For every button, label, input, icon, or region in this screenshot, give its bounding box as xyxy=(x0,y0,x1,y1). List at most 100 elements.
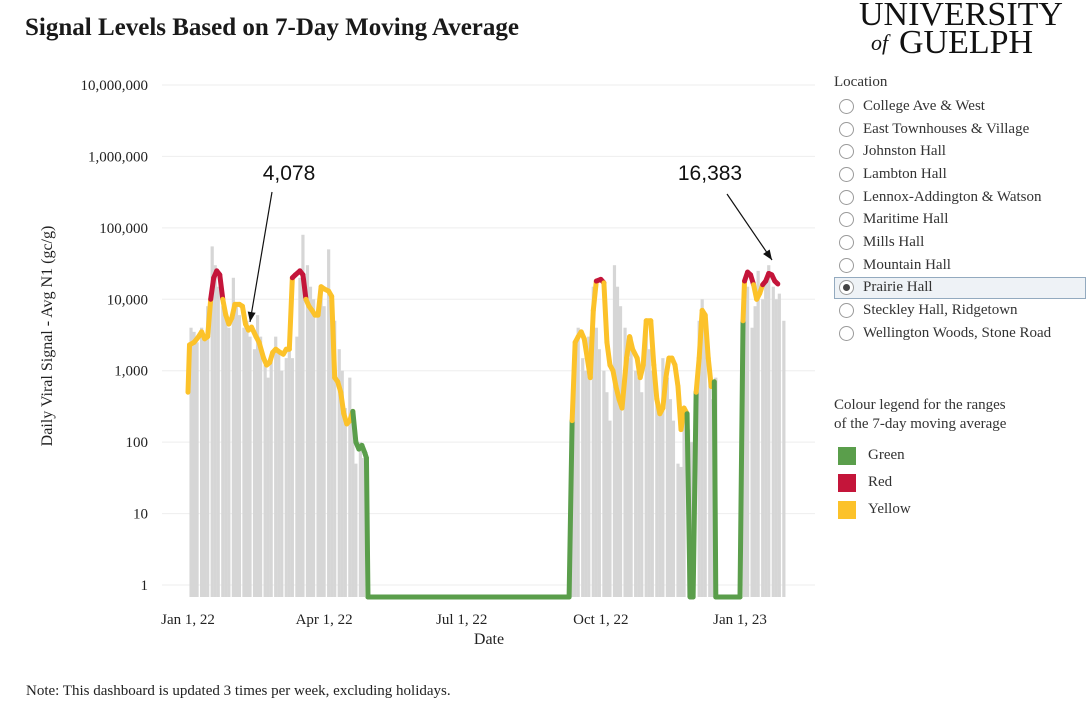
location-option[interactable]: Maritime Hall xyxy=(834,208,1086,231)
radio-unchecked-icon[interactable] xyxy=(839,166,854,182)
daily-signal-bar xyxy=(615,286,620,597)
annotations: 4,078 16,383 xyxy=(247,162,773,323)
daily-signal-bar xyxy=(777,293,781,597)
legend-item: Green xyxy=(834,442,1086,469)
signal-chart: 10,000,000 1,000,000 100,000 10,000 1,000 100… xyxy=(39,78,815,648)
y-tick-label: 10 xyxy=(133,507,148,523)
footer-note: Note: This dashboard is updated 3 times … xyxy=(26,683,451,699)
radio-unchecked-icon[interactable] xyxy=(839,234,854,250)
radio-checked-icon[interactable] xyxy=(839,280,854,296)
logo-guelph-text: GUELPH xyxy=(899,24,1034,61)
radio-unchecked-icon[interactable] xyxy=(839,98,854,114)
moving-average-segment xyxy=(672,362,681,390)
moving-average-segment xyxy=(239,303,248,327)
moving-average-segment xyxy=(220,296,229,318)
logo-of-text: of xyxy=(871,30,889,55)
daily-signal-bar xyxy=(581,358,585,597)
annotation-arrow-line xyxy=(249,191,273,323)
moving-average-segment xyxy=(660,375,669,411)
legend-title: Colour legend for the ranges of the 7-da… xyxy=(834,396,1086,434)
location-filter: Location College Ave & West East Townhous… xyxy=(834,74,1086,345)
radio-unchecked-icon[interactable] xyxy=(839,257,854,273)
daily-signal-bar xyxy=(224,315,228,597)
daily-signal-bar xyxy=(679,466,683,597)
location-option[interactable]: Mountain Hall xyxy=(834,254,1086,277)
location-option-label: East Townhouses & Village xyxy=(863,120,1030,137)
daily-signal-bar xyxy=(573,349,577,597)
location-option[interactable]: College Ave & West xyxy=(834,95,1086,118)
moving-average-series xyxy=(185,268,781,600)
daily-signal-bar xyxy=(231,277,235,597)
daily-signal-bar xyxy=(676,463,680,597)
daily-signal-bar xyxy=(665,377,670,597)
location-option[interactable]: Mills Hall xyxy=(834,231,1086,254)
location-option[interactable]: Prairie Hall xyxy=(834,276,1086,300)
moving-average-segment xyxy=(648,318,657,368)
radio-unchecked-icon[interactable] xyxy=(839,121,854,137)
daily-signal-bar xyxy=(227,327,231,597)
location-option-label: Steckley Hall, Ridgetown xyxy=(863,302,1018,319)
daily-signal-bar xyxy=(602,370,606,597)
moving-average-segment xyxy=(610,368,619,390)
daily-signal-bars xyxy=(189,234,786,598)
daily-signal-bar xyxy=(605,392,609,597)
moving-average-segment xyxy=(185,342,193,395)
y-tick-label: 1 xyxy=(141,578,149,594)
daily-signal-bar xyxy=(213,265,217,597)
daily-signal-bar xyxy=(330,306,334,597)
moving-average-segment xyxy=(587,307,596,381)
daily-signal-bar xyxy=(298,277,302,597)
x-axis-label: Date xyxy=(474,631,504,648)
location-option[interactable]: Lambton Hall xyxy=(834,163,1086,186)
daily-signal-bar xyxy=(361,457,366,597)
location-option[interactable]: Wellington Woods, Stone Road xyxy=(834,322,1086,345)
daily-signal-bar xyxy=(248,336,252,597)
location-option[interactable]: Steckley Hall, Ridgetown xyxy=(834,299,1086,322)
x-tick-label: Jul 1, 22 xyxy=(436,612,487,628)
y-axis-label: Daily Viral Signal - Avg N1 (gc/g) xyxy=(39,226,56,447)
moving-average-segment xyxy=(350,408,359,445)
daily-signal-bar xyxy=(661,358,665,597)
annotation-arrowhead-icon xyxy=(763,249,772,260)
location-option[interactable]: East Townhouses & Village xyxy=(834,118,1086,141)
daily-signal-bar xyxy=(287,342,291,597)
daily-signal-bar xyxy=(216,286,220,597)
x-axis-ticks: Jan 1, 22 Apr 1, 22 Jul 1, 22 Oct 1, 22 Jan … xyxy=(161,612,767,628)
y-axis-ticks: 10,000,000 1,000,000 100,000 10,000 1,000 100… xyxy=(81,78,149,594)
colour-legend: Colour legend for the ranges of the 7-da… xyxy=(834,396,1086,523)
moving-average-segment xyxy=(208,275,217,302)
daily-signal-bar xyxy=(774,299,778,597)
daily-signal-bar xyxy=(263,365,267,597)
daily-signal-bar xyxy=(594,327,598,597)
radio-unchecked-icon[interactable] xyxy=(839,325,854,341)
daily-signal-bar xyxy=(655,399,659,597)
legend-swatch xyxy=(838,473,856,492)
location-option[interactable]: Lennox-Addington & Watson xyxy=(834,186,1086,209)
daily-signal-bar xyxy=(623,327,627,597)
daily-signal-bar xyxy=(210,246,214,598)
legend-title-line2: of the 7-day moving average xyxy=(834,416,1007,432)
daily-signal-bar xyxy=(221,306,225,597)
radio-unchecked-icon[interactable] xyxy=(839,189,854,205)
location-option[interactable]: Johnston Hall xyxy=(834,140,1086,163)
location-option-label: Prairie Hall xyxy=(863,279,933,296)
moving-average-segment xyxy=(705,355,714,390)
moving-average-segment xyxy=(569,339,578,424)
location-option-label: Lennox-Addington & Watson xyxy=(863,188,1042,205)
daily-signal-bar xyxy=(587,336,591,597)
daily-signal-bar xyxy=(640,392,644,597)
radio-unchecked-icon[interactable] xyxy=(839,212,854,228)
daily-signal-bar xyxy=(252,349,257,597)
radio-unchecked-icon[interactable] xyxy=(839,303,854,319)
daily-signal-bar xyxy=(584,370,588,597)
radio-unchecked-icon[interactable] xyxy=(839,144,854,160)
moving-average-segment xyxy=(663,355,672,381)
daily-signal-bar xyxy=(618,306,623,597)
daily-signal-bar xyxy=(764,277,768,597)
annotation-arrow-line xyxy=(726,193,773,261)
moving-average-segment xyxy=(740,278,748,324)
daily-signal-bar xyxy=(644,320,648,597)
location-option-label: College Ave & West xyxy=(863,97,985,114)
daily-signal-bar xyxy=(750,327,754,597)
daily-signal-bar xyxy=(626,358,630,597)
